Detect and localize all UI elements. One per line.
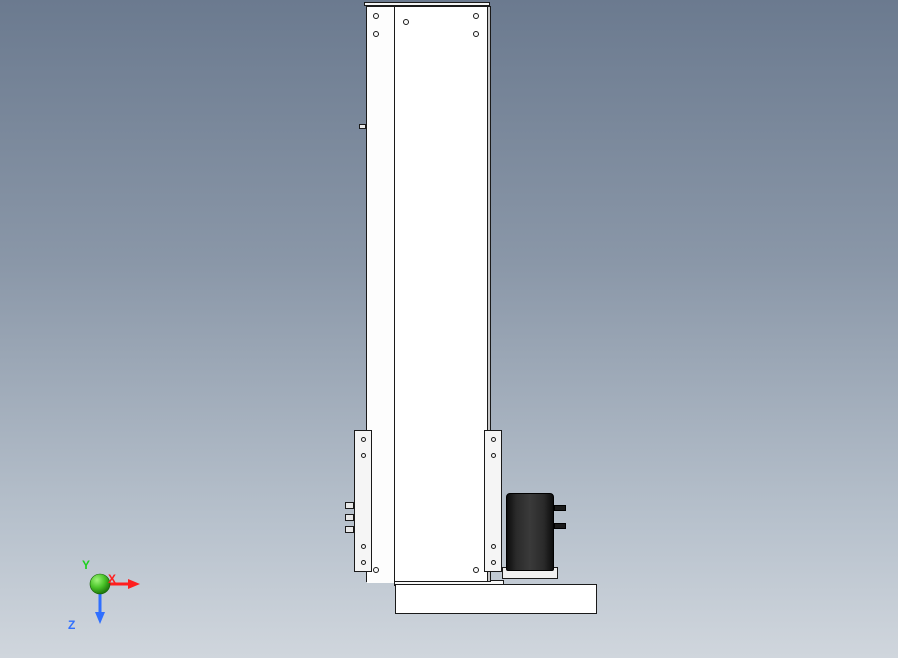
motor-body: [506, 493, 554, 571]
lower-bracket-left: [354, 430, 372, 572]
bracket-hole: [361, 544, 366, 549]
bracket-hole: [361, 453, 366, 458]
lower-bracket-right: [484, 430, 502, 572]
motor-assembly: [506, 493, 554, 583]
side-connector: [345, 526, 354, 533]
axis-origin-icon: [90, 574, 110, 594]
mounting-hole: [403, 19, 409, 25]
side-connector: [345, 502, 354, 509]
cad-viewport[interactable]: X Y Z: [0, 0, 898, 658]
mounting-hole: [473, 31, 479, 37]
bracket-hole: [361, 437, 366, 442]
motor-cable-connector: [554, 505, 566, 511]
mounting-hole: [373, 13, 379, 19]
column-side-stop: [359, 124, 366, 129]
mounting-hole: [473, 13, 479, 19]
axis-label-z: Z: [68, 618, 75, 632]
axis-label-y: Y: [82, 558, 90, 572]
mounting-hole: [373, 567, 379, 573]
bracket-hole: [491, 453, 496, 458]
triad-svg: [60, 544, 140, 624]
bracket-hole: [491, 437, 496, 442]
side-connector: [345, 514, 354, 521]
mounting-hole: [373, 31, 379, 37]
axis-label-x: X: [108, 572, 116, 586]
bracket-hole: [361, 560, 366, 565]
motor-cable-connector: [554, 523, 566, 529]
orientation-triad[interactable]: X Y Z: [60, 544, 140, 624]
vertical-column-assembly: [366, 6, 488, 606]
column-body: [366, 6, 488, 582]
mounting-hole: [473, 567, 479, 573]
bracket-hole: [491, 560, 496, 565]
bracket-hole: [491, 544, 496, 549]
